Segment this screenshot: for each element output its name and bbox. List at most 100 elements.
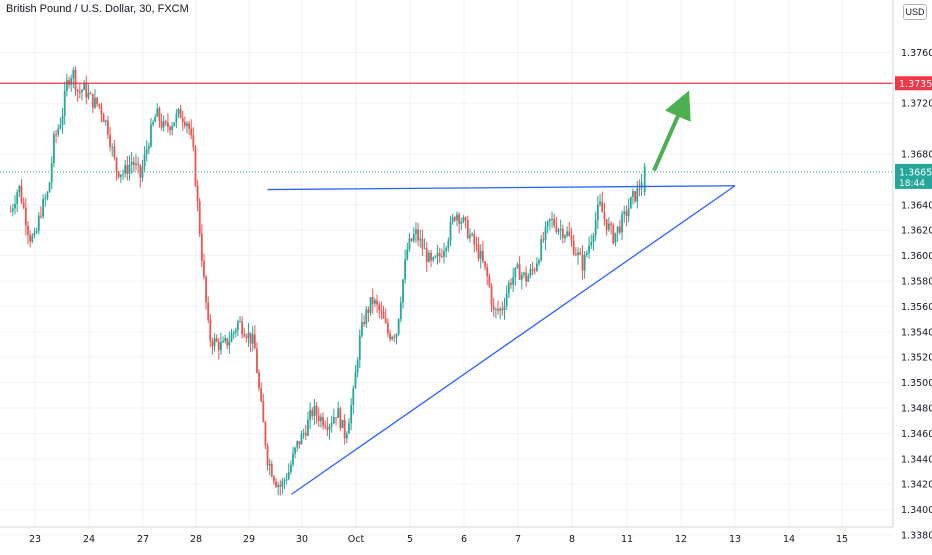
candle-body	[183, 122, 186, 126]
candle-body	[640, 182, 643, 189]
candle-body	[330, 422, 333, 427]
candle-body	[91, 93, 94, 108]
candle-body	[186, 123, 188, 126]
candle-body	[391, 337, 394, 340]
candle-body	[143, 154, 146, 167]
candle-body	[540, 239, 543, 261]
price-tick-label: 1.33800	[901, 531, 932, 542]
candle-body	[610, 223, 612, 226]
candle-body	[523, 272, 525, 275]
candle-body	[568, 231, 571, 237]
candle-body	[378, 304, 381, 311]
candle-body	[421, 238, 424, 249]
candle-body	[294, 447, 297, 454]
candle-body	[533, 269, 536, 271]
time-tick-label: 30	[296, 534, 308, 545]
candle-body	[583, 254, 586, 271]
candle-body	[614, 232, 617, 244]
candle-body	[412, 233, 415, 241]
candle-body	[585, 252, 588, 255]
candle-body	[456, 214, 458, 221]
candle-body	[119, 174, 122, 177]
candle-body	[503, 305, 506, 311]
candle-body	[256, 348, 258, 373]
candle-body	[266, 445, 269, 466]
time-tick-label: 24	[83, 534, 95, 545]
candle-body	[137, 163, 140, 165]
candle-body	[453, 217, 456, 221]
candle-body	[322, 416, 324, 426]
candle-body	[65, 80, 68, 91]
candle-body	[339, 408, 342, 429]
candle-body	[109, 134, 111, 147]
candle-body	[9, 211, 12, 213]
candle-body	[281, 481, 284, 487]
candle-body	[612, 225, 615, 244]
candle-body	[451, 217, 454, 222]
grid	[0, 0, 893, 536]
price-tick-label: 1.36000	[901, 251, 932, 262]
candle-body	[490, 286, 493, 306]
candle-body	[145, 149, 148, 155]
candle-body	[83, 82, 86, 90]
candle-body	[275, 481, 277, 487]
time-tick-label: 8	[569, 534, 575, 545]
candle-body	[538, 260, 540, 264]
candle-body	[596, 204, 599, 220]
candle-body	[128, 164, 131, 174]
price-tick-label: 1.34000	[901, 505, 932, 516]
candle-body	[117, 171, 120, 177]
candle-body	[350, 405, 353, 424]
candle-body	[224, 338, 227, 341]
candle-body	[548, 218, 551, 222]
candle-body	[406, 249, 409, 260]
candle-body	[380, 310, 383, 312]
candle-body	[94, 97, 96, 108]
candle-body	[167, 122, 169, 127]
candle-body	[29, 234, 32, 242]
candle-body	[443, 251, 445, 257]
candle-body	[430, 252, 432, 261]
candle-body	[546, 221, 549, 227]
candle-body	[354, 372, 357, 389]
resistance-price-label: 1.37357	[899, 79, 932, 90]
candle-body	[527, 275, 530, 282]
candle-body	[245, 336, 248, 339]
candle-body	[507, 282, 510, 294]
candle-body	[324, 425, 327, 428]
candle-body	[590, 242, 593, 246]
candle-body	[113, 146, 116, 158]
candle-body	[11, 208, 14, 212]
candle-body	[217, 341, 220, 351]
candle-body	[471, 233, 473, 235]
candle-body	[247, 332, 250, 339]
candle-body	[337, 408, 340, 418]
candle-body	[241, 321, 244, 334]
currency-badge[interactable]: USD	[903, 4, 927, 20]
candle-body	[76, 89, 79, 92]
candle-body	[46, 192, 49, 199]
candle-body	[130, 161, 133, 165]
candle-body	[399, 302, 402, 319]
candle-body	[572, 240, 575, 255]
candle-body	[317, 415, 320, 422]
candle-body	[292, 453, 294, 465]
time-tick-label: 29	[243, 534, 255, 545]
candle-body	[72, 69, 75, 79]
candle-body	[14, 204, 16, 209]
candle-body	[179, 109, 182, 119]
candle-body	[139, 164, 142, 178]
candle-body	[307, 419, 309, 436]
candle-body	[164, 121, 167, 123]
candle-body	[124, 165, 127, 174]
candle-body	[260, 388, 263, 402]
candle-body	[629, 196, 632, 209]
candle-body	[264, 422, 267, 446]
price-tick-label: 1.35800	[901, 277, 932, 288]
candle-body	[37, 215, 40, 231]
candle-body	[518, 264, 521, 280]
candle-body	[48, 182, 51, 193]
candle-body	[320, 416, 322, 422]
